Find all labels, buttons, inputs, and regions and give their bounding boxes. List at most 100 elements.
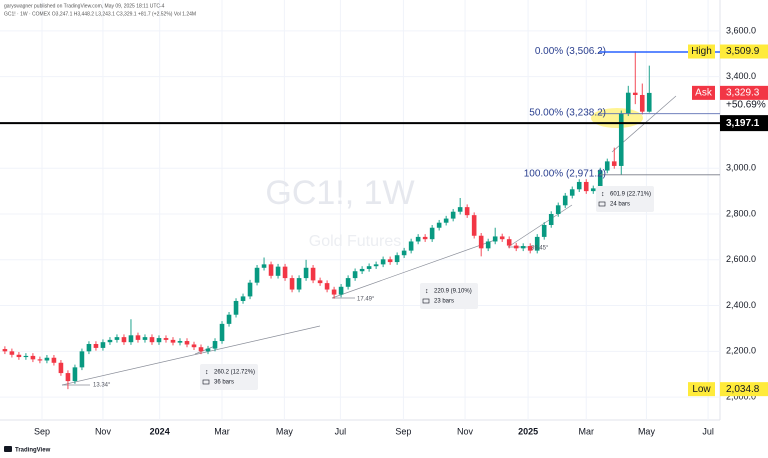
measure-bars: 24 bars [610, 202, 630, 208]
y-tick-label: 2,400.0 [726, 300, 756, 310]
ask-price-box [720, 85, 768, 100]
candle-body [450, 211, 456, 219]
candle-body [464, 207, 470, 216]
candle-body [569, 189, 575, 196]
candles [2, 51, 652, 390]
candle-body [9, 351, 15, 355]
x-tick-label: Sep [395, 426, 411, 436]
measure-icon: ↕ [205, 369, 209, 376]
candle-body [380, 259, 386, 265]
measure-change: 601.9 (22.71%) [610, 192, 651, 198]
candle-body [478, 235, 484, 249]
candle-body [646, 92, 652, 112]
measure-box [420, 283, 478, 309]
candle-body [597, 170, 603, 189]
candle-body [527, 246, 533, 251]
y-tick-label: 2,800.0 [726, 208, 756, 218]
trend-line [194, 345, 216, 355]
y-tick-label: 3,000.0 [726, 163, 756, 173]
candle-body [219, 323, 225, 342]
y-tick-label: 2,200.0 [726, 346, 756, 356]
trend-line [507, 204, 573, 248]
marker-price-box [720, 44, 768, 59]
measure-change: 260.2 (12.72%) [214, 370, 255, 376]
trend-line [61, 325, 321, 386]
marker-price: 3,509.9 [726, 46, 760, 57]
candle-body [366, 266, 372, 269]
y-tick-label: 2,600.0 [726, 254, 756, 264]
candle-body [58, 362, 64, 374]
candle-body [205, 348, 211, 352]
candle-body [513, 245, 519, 249]
candle-body [394, 255, 400, 263]
candle-body [233, 300, 239, 315]
y-tick-label: 2,000.0 [726, 391, 756, 401]
candle-body [345, 278, 351, 287]
marker-name-box [688, 382, 715, 397]
candle-body [198, 347, 204, 352]
candle-body [583, 181, 589, 192]
candle-body [16, 354, 22, 358]
x-tick-label: May [638, 426, 656, 436]
candle-body [30, 355, 36, 360]
header-line: GC1! · 1W · COMEX O3,247.1 H3,448.2 L3,2… [4, 11, 196, 17]
candle-body [443, 218, 449, 223]
marker-name: High [691, 46, 712, 57]
fib-label: 0.00% (3,506.2) [535, 46, 606, 57]
candle-body [625, 92, 631, 114]
candle-body [408, 241, 414, 251]
candle-body [282, 266, 288, 279]
candle-body [576, 181, 582, 190]
y-tick-label: 3,400.0 [726, 71, 756, 81]
ask-name-box [692, 85, 715, 100]
measure-icon [422, 298, 430, 304]
ask-name: Ask [695, 87, 713, 98]
candle-body [373, 264, 379, 267]
marker-name: Low [692, 384, 711, 395]
candle-body [492, 236, 498, 242]
fib-label: 50.00% (3,238.2) [529, 107, 606, 118]
footer: TradingView [15, 448, 51, 454]
candle-body [114, 337, 120, 340]
logo [4, 446, 12, 452]
candle-body [317, 280, 323, 284]
x-tick-label: May [276, 426, 294, 436]
measure-bars: 23 bars [434, 299, 454, 305]
candle-body [72, 367, 78, 382]
candle-body [86, 344, 92, 352]
candle-body [639, 94, 645, 112]
measure-box [596, 186, 654, 212]
x-tick-label: Sep [34, 426, 50, 436]
candle-body [457, 207, 463, 212]
candle-body [359, 268, 365, 272]
candle-body [51, 357, 57, 363]
candle-body [562, 195, 568, 206]
candle-body [499, 236, 505, 240]
measure-change: 220.9 (9.10%) [434, 289, 472, 295]
header-line: garyswagner published on TradingView.com… [4, 3, 165, 9]
marker-price-box [720, 382, 768, 397]
watermark-name: Gold Futures [309, 233, 401, 250]
candle-body [163, 338, 169, 340]
candle-body [23, 355, 29, 358]
x-tick-label: 2024 [150, 426, 170, 436]
candle-body [261, 264, 267, 268]
marker-price: 2,034.8 [726, 384, 760, 395]
candle-body [135, 335, 141, 340]
angle-label: 17.49° [357, 297, 375, 303]
candle-body [471, 215, 477, 236]
candle-body [142, 337, 148, 340]
candle-body [548, 214, 554, 225]
candle-body [429, 227, 435, 240]
ask-change: +50.69% [726, 99, 766, 110]
x-tick-label: Mar [578, 426, 594, 436]
candle-body [226, 314, 232, 324]
measure-icon [598, 201, 606, 207]
candle-body [555, 205, 561, 215]
candle-body [541, 224, 547, 237]
x-tick-label: Jul [702, 426, 714, 436]
candle-body [520, 246, 526, 249]
measure-icon: ↕ [425, 288, 429, 295]
